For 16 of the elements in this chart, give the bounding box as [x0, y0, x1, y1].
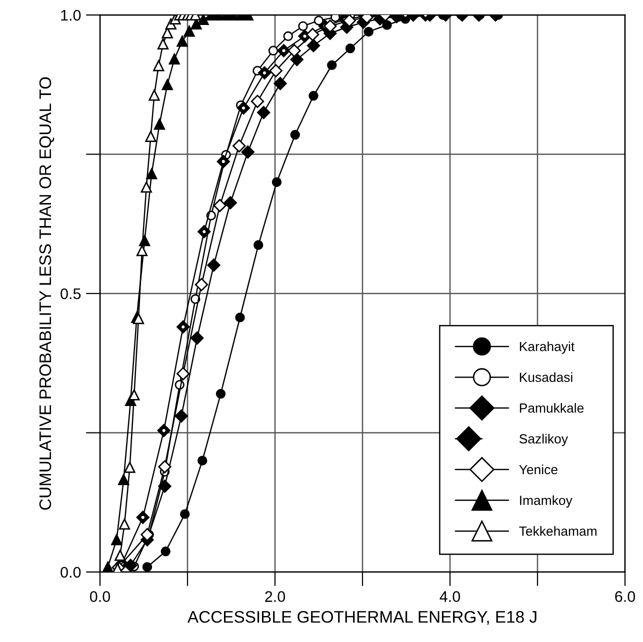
legend-label: Karahayit	[520, 342, 575, 354]
y-tick-label: 1.0	[61, 10, 81, 21]
legend-label: Kusadasi	[520, 372, 572, 382]
x-axis-title: ACCESSIBLE GEOTHERMAL ENERGY, E18 J	[187, 610, 536, 625]
y-tick-label: 0.0	[60, 566, 81, 578]
legend-label: Imamkoy	[520, 495, 572, 508]
x-tick-label: 2.0	[265, 591, 286, 602]
x-tick-label: 4.0	[440, 591, 460, 602]
legend-label: Tekkehamam	[519, 526, 596, 536]
legend-label: Yenice	[519, 464, 558, 474]
legend-label: Pamukkale	[520, 403, 584, 413]
text: Sazlikoy	[519, 434, 568, 446]
y-tick-label: 0.5	[60, 288, 81, 300]
x-tick-label: 6.0	[615, 591, 636, 602]
y-axis-title: CUMULATIVE PROBABILITY LESS THAN OR EQUAL TO	[39, 77, 54, 510]
x-tick-label: 0.0	[90, 591, 110, 602]
